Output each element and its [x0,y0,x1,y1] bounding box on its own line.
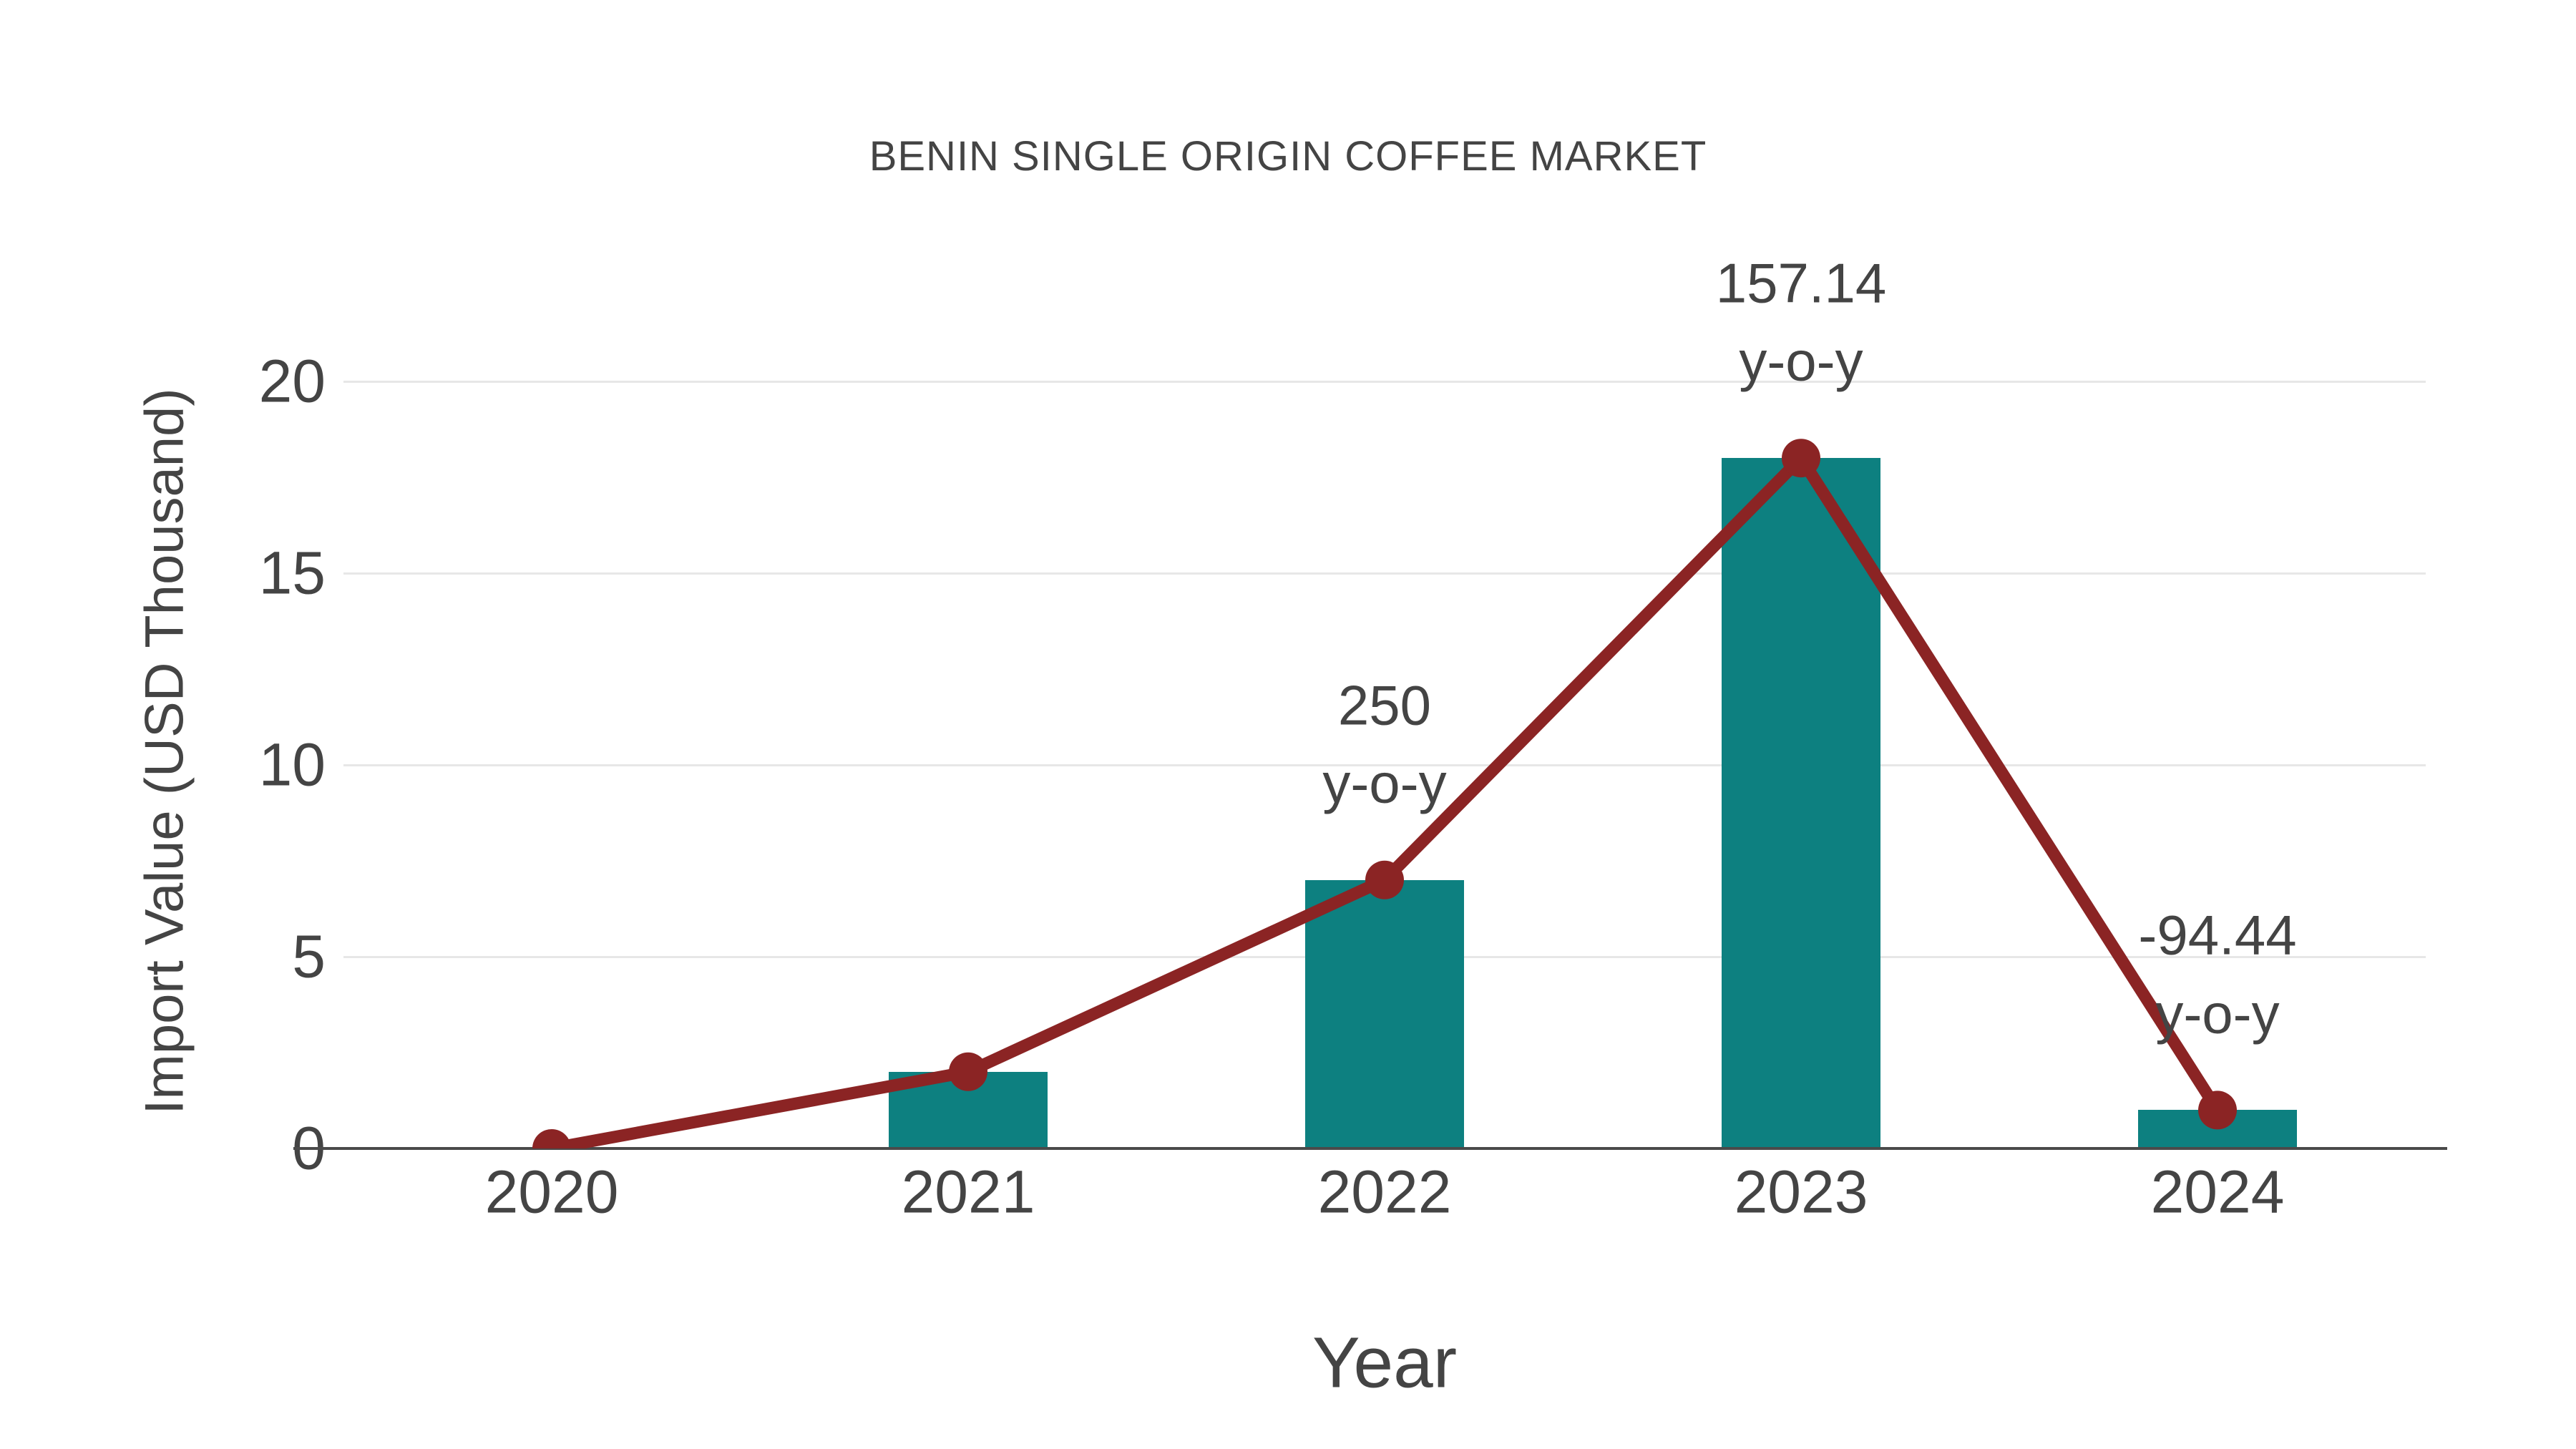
chart-title: BENIN SINGLE ORIGIN COFFEE MARKET [869,133,1707,180]
y-tick-label-5: 5 [292,922,326,990]
annotation-2024: -94.44 y-o-y [2138,897,2296,1053]
x-axis-title: Year [1312,1322,1458,1403]
x-tick-label-2024: 2024 [2150,1158,2285,1226]
data-point-marker-2021 [949,1052,987,1091]
data-point-marker-2024 [2198,1091,2237,1130]
annotation-2022: 250 y-o-y [1322,666,1446,822]
annotation-2023: 157.14 y-o-y [1716,245,1887,401]
trend-layer [532,439,2237,1148]
y-tick-label-20: 20 [258,347,326,415]
annotation-line: 157.14 [1715,251,1887,315]
bar-2022 [1305,879,1464,1148]
annotation-line: 250 [1337,673,1432,737]
y-tick-label-15: 15 [258,539,326,607]
x-tick-label-2020: 2020 [484,1158,619,1226]
annotation-line: y-o-y [2155,982,2280,1045]
annotation-line: -94.44 [2138,904,2297,967]
y-axis-title: Import Value (USD Thousand) [134,388,195,1115]
data-point-marker-2022 [1365,860,1404,899]
bar-2023 [1722,458,1880,1148]
x-tick-label-2023: 2023 [1734,1158,1868,1226]
data-point-marker-2020 [532,1129,571,1148]
data-point-marker-2023 [1782,439,1820,478]
x-tick-label-2022: 2022 [1317,1158,1452,1226]
annotation-line: y-o-y [1739,330,1863,393]
y-tick-label-10: 10 [258,731,326,799]
gridline-y-10 [343,764,2426,766]
x-axis-line [293,1147,2447,1150]
gridline-y-15 [343,572,2426,575]
gridline-y-20 [343,381,2426,383]
x-tick-label-2021: 2021 [901,1158,1035,1226]
annotation-line: y-o-y [1322,751,1447,815]
